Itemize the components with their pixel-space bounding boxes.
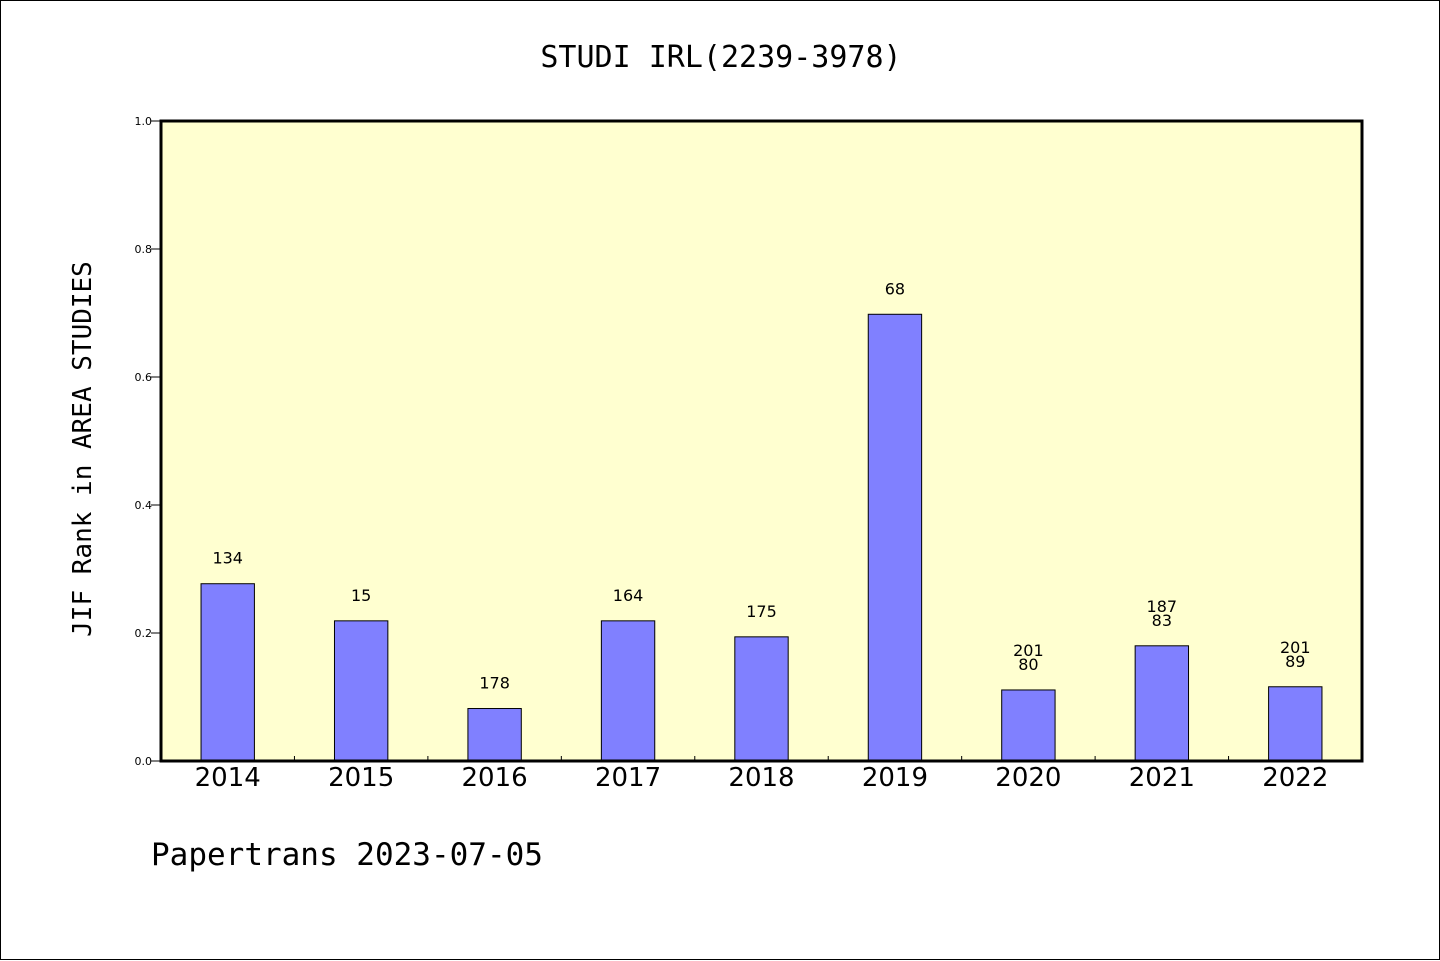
x-tick-label-2014: 2014 [195, 763, 261, 793]
x-tick-label-2015: 2015 [328, 763, 394, 793]
data-label-2014-0: 134 [212, 549, 243, 568]
bar-2014 [200, 583, 255, 762]
bar-2019 [867, 313, 923, 762]
footer-text: Papertrans 2023-07-05 [151, 837, 543, 873]
x-tick-label-2018: 2018 [728, 763, 794, 793]
data-label-2021-1: 83 [1152, 611, 1172, 630]
bars-group [200, 313, 1323, 762]
y-tick-label-4: 0.8 [135, 243, 153, 256]
bar-2017 [600, 620, 656, 762]
data-label-2018-0: 175 [746, 602, 777, 621]
data-label-2022-1: 89 [1285, 652, 1305, 671]
data-label-2020-1: 80 [1018, 655, 1038, 674]
data-label-2019-0: 68 [885, 279, 905, 298]
y-tick-label-1: 0.2 [135, 627, 153, 640]
x-tick-label-2021: 2021 [1129, 763, 1195, 793]
y-tick-group: 0.0 0.2 0.4 0.6 0.8 1.0 [135, 115, 161, 768]
y-tick-label-3: 0.6 [135, 371, 153, 384]
data-label-2016-0: 178 [479, 674, 510, 693]
bar-2021 [1134, 645, 1190, 762]
x-tick-group: 2014 2015 2016 2017 2018 2019 2020 2021 2022 [195, 756, 1328, 793]
data-label-2021-0: 187 [1147, 597, 1178, 616]
data-label-2015-0: 15 [351, 586, 371, 605]
bar-2015 [333, 620, 389, 762]
y-tick-label-0: 0.0 [135, 755, 153, 768]
data-label-2017-0: 164 [613, 586, 644, 605]
data-label-2022-0: 201 [1280, 638, 1311, 657]
x-tick-label-2017: 2017 [595, 763, 661, 793]
chart-title: STUDI IRL(2239-3978) [540, 40, 901, 75]
bar-2022 [1268, 686, 1323, 762]
x-tick-label-2016: 2016 [462, 763, 528, 793]
bar-2018 [734, 636, 789, 762]
data-label-2020-0: 201 [1013, 641, 1044, 660]
plot-border [159, 119, 1364, 763]
bar-2016 [467, 708, 522, 762]
bar-2020 [1001, 689, 1056, 762]
x-tick-label-2022: 2022 [1262, 763, 1328, 793]
y-tick-label-5: 1.0 [135, 115, 153, 128]
x-tick-label-2019: 2019 [862, 763, 928, 793]
y-axis-label: JIF Rank in AREA STUDIES [68, 261, 98, 637]
x-tick-label-2020: 2020 [995, 763, 1061, 793]
y-tick-label-2: 0.4 [135, 499, 153, 512]
